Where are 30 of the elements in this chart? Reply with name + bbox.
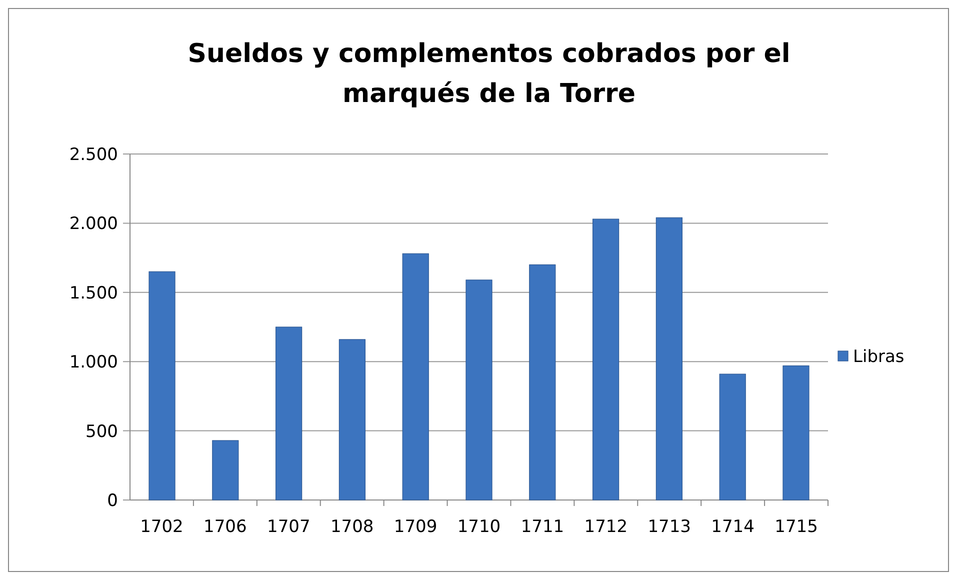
y-tick-label: 1.000 [69, 352, 118, 373]
x-tick-label: 1711 [520, 517, 564, 537]
y-tick-label: 1.500 [69, 283, 118, 304]
bar [719, 374, 746, 500]
x-tick-label: 1710 [457, 517, 501, 537]
bar [529, 264, 556, 500]
x-tick-label: 1706 [204, 517, 247, 537]
x-tick-label: 1713 [648, 517, 691, 537]
x-tick-label: 1715 [774, 517, 818, 537]
bar [402, 253, 429, 500]
legend-label: Libras [853, 346, 904, 367]
x-tick-label: 1702 [140, 517, 184, 537]
bar [782, 365, 810, 500]
bar [656, 217, 682, 500]
y-tick-label: 2.000 [69, 214, 118, 234]
y-tick-label: 500 [86, 422, 118, 442]
bar [276, 326, 302, 500]
bar [148, 271, 176, 500]
bar [212, 440, 239, 500]
x-tick-label: 1714 [711, 517, 754, 537]
bar [466, 280, 492, 500]
y-tick-label: 2.500 [69, 144, 118, 165]
x-tick-label: 1708 [330, 517, 374, 537]
bar [592, 218, 620, 500]
y-tick-label: 0 [107, 490, 118, 511]
bar [338, 339, 366, 500]
x-tick-label: 1709 [394, 517, 438, 537]
x-tick-label: 1712 [584, 517, 628, 537]
x-tick-label: 1707 [267, 517, 310, 537]
chart-title: Sueldos y complementos cobrados por el marqués de la Torre [188, 39, 790, 109]
